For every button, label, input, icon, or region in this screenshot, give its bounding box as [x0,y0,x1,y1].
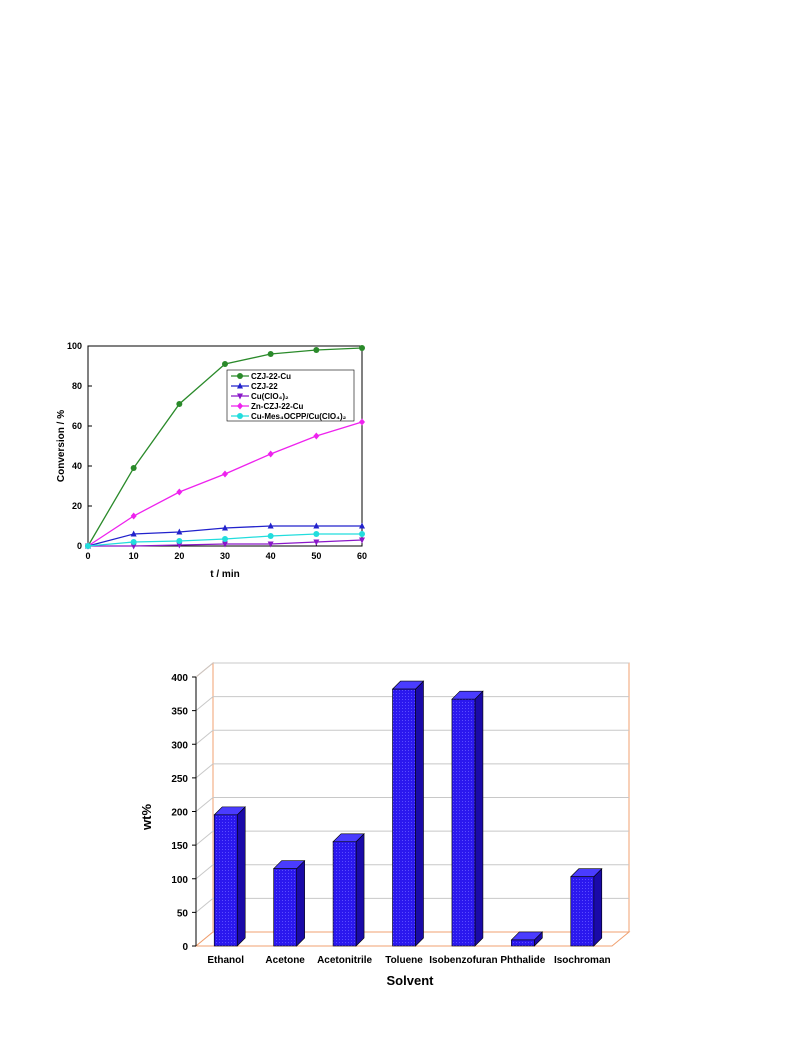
data-point [130,530,137,537]
legend-marker [237,373,243,379]
legend-entry: Cu(ClO₄)₂ [231,392,289,401]
data-point [130,543,137,550]
data-point [267,351,274,357]
x-axis-label: t / min [210,569,239,580]
data-point [176,401,183,407]
data-point [222,524,228,531]
y-tick-label: 20 [72,501,82,511]
data-point [267,533,274,539]
y-tick-label: 0 [77,541,82,551]
x-tick-label: 30 [220,551,230,561]
series-Cu-MesOCPP/Cu(ClO4)2 [85,531,365,549]
data-point [176,488,183,496]
legend-label: Zn-CZJ-22-Cu [251,402,304,411]
data-point [176,538,183,544]
data-point [359,531,365,537]
legend-entry: Zn-CZJ-22-Cu [231,402,304,411]
legend-entry: CZJ-22 [231,382,278,391]
data-point [267,522,274,529]
y-tick-label: 80 [72,381,82,391]
legend-label: Cu(ClO₄)₂ [251,392,289,401]
legend-entries: CZJ-22-CuCZJ-22Cu(ClO₄)₂Zn-CZJ-22-CuCu-M… [231,372,347,421]
x-tick-label: 0 [85,551,90,561]
data-point [313,539,320,546]
legend-label: CZJ-22-Cu [251,372,291,381]
legend: CZJ-22-CuCZJ-22Cu(ClO₄)₂Zn-CZJ-22-CuCu-M… [226,369,355,422]
x-tick-label: 50 [311,551,321,561]
series-CZJ-22-Cu [85,345,365,549]
legend-entry: CZJ-22-Cu [231,372,291,381]
y-tick-label: 60 [72,421,82,431]
data-point [359,522,365,529]
legend-marker [237,382,243,389]
x-tick-label: 40 [266,551,276,561]
data-point [176,542,183,549]
data-point [85,543,91,549]
data-point [359,418,365,426]
data-point [359,537,365,544]
data-point [222,361,228,367]
series-group [85,345,365,550]
data-point [313,531,320,537]
axis-tick-labels: 0 10 20 30 40 50 60 0 20 40 60 80 100 [67,341,367,561]
x-tick-label: 10 [129,551,139,561]
data-point [313,347,320,353]
y-axis-label: Conversion / % [56,410,67,482]
legend-marker [237,413,243,419]
legend-label: Cu-Mes₄OCPP/Cu(ClO₄)₂ [251,412,347,421]
data-point [267,541,274,548]
data-point [313,432,320,440]
data-point [222,470,228,478]
legend-entry: Cu-Mes₄OCPP/Cu(ClO₄)₂ [231,412,347,421]
data-point [130,465,137,471]
data-point [130,512,137,520]
data-point [313,522,320,529]
data-point [222,536,228,542]
legend-marker [237,393,243,400]
legend-label: CZJ-22 [251,382,278,391]
x-tick-label: 20 [174,551,184,561]
x-tick-label: 60 [357,551,367,561]
y-tick-label: 40 [72,461,82,471]
data-point [359,345,365,351]
legend-marker [237,402,243,410]
data-point [130,539,137,545]
data-point [176,528,183,535]
y-tick-label: 100 [67,341,82,351]
data-point [222,541,228,548]
data-point [267,450,274,458]
